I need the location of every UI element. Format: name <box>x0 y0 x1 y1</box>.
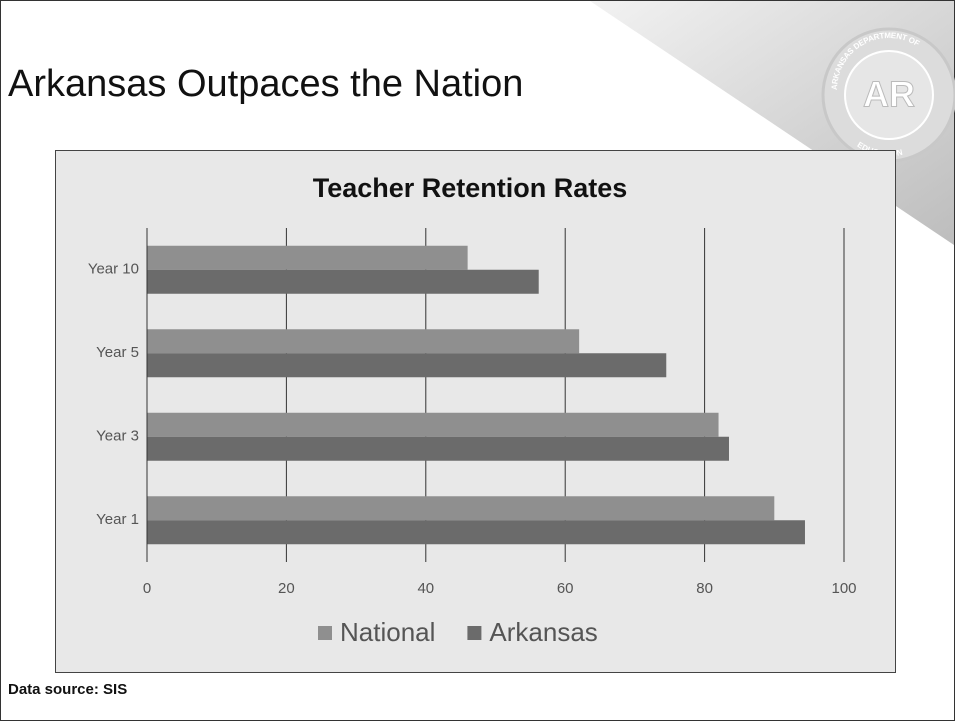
bar <box>147 436 729 461</box>
logo: AR ARKANSAS DEPARTMENT OF EDUCATION <box>821 27 955 163</box>
chart-area <box>55 150 896 673</box>
x-tick-label: 80 <box>696 580 713 597</box>
bar <box>147 245 468 270</box>
bar <box>147 353 667 378</box>
y-tick-label: Year 3 <box>96 428 139 445</box>
x-tick-label: 60 <box>557 580 574 597</box>
y-tick-label: Year 10 <box>88 261 139 278</box>
legend-swatch <box>467 626 482 640</box>
legend-swatch <box>318 626 332 640</box>
logo-text: AR <box>863 74 915 115</box>
bar <box>147 412 719 437</box>
x-tick-label: 20 <box>278 580 295 597</box>
x-tick-label: 100 <box>831 580 856 597</box>
y-tick-label: Year 5 <box>96 344 139 361</box>
chart-title: Teacher Retention Rates <box>313 173 628 203</box>
x-tick-label: 40 <box>417 580 434 597</box>
bar <box>147 496 775 521</box>
bar <box>147 329 580 354</box>
bar <box>147 520 805 545</box>
y-tick-label: Year 1 <box>96 511 139 528</box>
source-note: Data source: SIS <box>8 681 127 698</box>
legend-label: National <box>340 617 435 647</box>
x-tick-label: 0 <box>143 580 151 597</box>
bar <box>147 269 539 294</box>
legend-label: Arkansas <box>489 617 597 647</box>
logo-inner <box>844 50 934 140</box>
slide-title: Arkansas Outpaces the Nation <box>8 63 523 105</box>
